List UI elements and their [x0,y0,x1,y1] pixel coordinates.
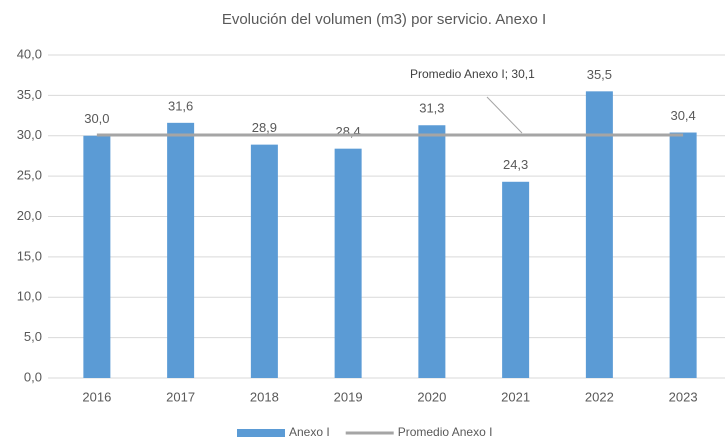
bar [669,132,697,378]
data-label: 31,3 [419,101,444,116]
y-tick-label: 15,0 [17,248,42,263]
data-label: 28,4 [335,124,360,139]
annotation: Promedio Anexo I; 30,1 [410,67,535,81]
x-tick-label: 2023 [669,389,698,404]
data-label: 31,6 [168,98,193,113]
data-label: 35,5 [587,67,612,82]
y-tick-label: 35,0 [17,87,42,102]
bar [250,144,278,378]
bar [83,135,111,378]
data-label: 28,9 [252,120,277,135]
y-tick-label: 0,0 [24,369,42,384]
data-label: 30,4 [670,108,695,123]
x-tick-label: 2017 [166,389,195,404]
x-tick-label: 2018 [250,389,279,404]
x-tick-label: 2021 [501,389,530,404]
y-tick-label: 30,0 [17,127,42,142]
x-tick-label: 2020 [417,389,446,404]
y-tick-label: 10,0 [17,289,42,304]
bar [502,181,530,378]
x-tick-label: 2022 [585,389,614,404]
y-tick-label: 25,0 [17,168,42,183]
legend-label: Promedio Anexo I [398,425,493,439]
data-label: 24,3 [503,157,528,172]
chart-title: Evolución del volumen (m3) por servicio.… [222,11,546,28]
y-tick-label: 20,0 [17,208,42,223]
y-tick-label: 40,0 [17,46,42,61]
legend-label: Anexo I [289,425,330,439]
x-tick-label: 2019 [334,389,363,404]
bar [585,91,613,379]
bar [167,122,195,378]
data-label: 30,0 [84,111,109,126]
legend-swatch [237,429,285,437]
bar [334,148,362,378]
bar [418,125,446,378]
y-tick-label: 5,0 [24,329,42,344]
x-tick-label: 2016 [82,389,111,404]
leader-line [486,96,523,134]
